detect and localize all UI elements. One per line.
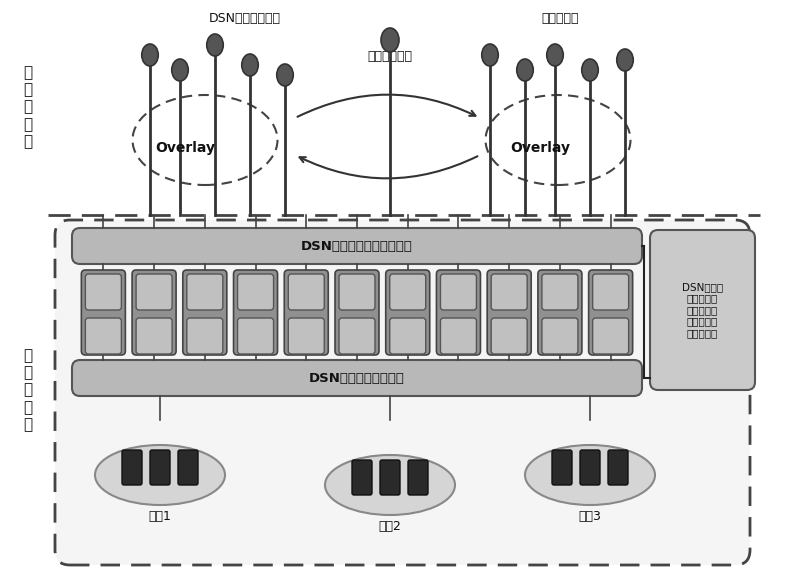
FancyBboxPatch shape <box>335 270 379 355</box>
Text: DSN分布式交换网: DSN分布式交换网 <box>209 12 281 25</box>
Text: 基
础
设
施
层: 基 础 设 施 层 <box>23 347 33 432</box>
FancyBboxPatch shape <box>339 274 375 310</box>
Text: DSN虚拟资源管理系统: DSN虚拟资源管理系统 <box>309 371 405 385</box>
Ellipse shape <box>546 44 563 66</box>
FancyBboxPatch shape <box>491 274 527 310</box>
FancyBboxPatch shape <box>55 220 750 565</box>
FancyBboxPatch shape <box>288 274 324 310</box>
Ellipse shape <box>482 44 498 66</box>
Ellipse shape <box>517 59 534 81</box>
FancyBboxPatch shape <box>390 318 426 354</box>
FancyBboxPatch shape <box>86 274 122 310</box>
FancyBboxPatch shape <box>234 270 278 355</box>
FancyBboxPatch shape <box>538 270 582 355</box>
FancyBboxPatch shape <box>390 274 426 310</box>
FancyBboxPatch shape <box>589 270 633 355</box>
FancyBboxPatch shape <box>608 450 628 485</box>
FancyBboxPatch shape <box>238 318 274 354</box>
FancyBboxPatch shape <box>441 318 477 354</box>
FancyBboxPatch shape <box>178 450 198 485</box>
Text: 站点3: 站点3 <box>578 510 602 523</box>
Ellipse shape <box>617 49 634 71</box>
Ellipse shape <box>206 34 223 56</box>
Ellipse shape <box>582 59 598 81</box>
FancyBboxPatch shape <box>487 270 531 355</box>
FancyBboxPatch shape <box>593 274 629 310</box>
Ellipse shape <box>242 54 258 76</box>
FancyBboxPatch shape <box>552 450 572 485</box>
FancyBboxPatch shape <box>136 274 172 310</box>
FancyBboxPatch shape <box>238 274 274 310</box>
Ellipse shape <box>525 445 655 505</box>
FancyBboxPatch shape <box>650 230 755 390</box>
FancyBboxPatch shape <box>183 270 227 355</box>
Text: 智能媒体路由: 智能媒体路由 <box>367 50 413 63</box>
Text: 站点1: 站点1 <box>149 510 171 523</box>
Text: DSN核心功能节点管理系统: DSN核心功能节点管理系统 <box>301 239 413 253</box>
Text: 内容交换网: 内容交换网 <box>542 12 578 25</box>
Ellipse shape <box>172 59 188 81</box>
FancyBboxPatch shape <box>187 318 223 354</box>
FancyBboxPatch shape <box>386 270 430 355</box>
FancyBboxPatch shape <box>408 460 428 495</box>
FancyBboxPatch shape <box>136 318 172 354</box>
FancyBboxPatch shape <box>187 274 223 310</box>
FancyBboxPatch shape <box>86 318 122 354</box>
Text: Overlay: Overlay <box>510 141 570 155</box>
Ellipse shape <box>95 445 225 505</box>
Text: 站点2: 站点2 <box>378 520 402 533</box>
Ellipse shape <box>142 44 158 66</box>
FancyBboxPatch shape <box>380 460 400 495</box>
FancyBboxPatch shape <box>339 318 375 354</box>
FancyBboxPatch shape <box>72 228 642 264</box>
FancyBboxPatch shape <box>437 270 481 355</box>
FancyBboxPatch shape <box>491 318 527 354</box>
Ellipse shape <box>325 455 455 515</box>
FancyBboxPatch shape <box>542 274 578 310</box>
FancyBboxPatch shape <box>122 450 142 485</box>
FancyBboxPatch shape <box>150 450 170 485</box>
Text: DSN核心功
能层负载均
衡与资源物
理层联合策
略调度策库: DSN核心功 能层负载均 衡与资源物 理层联合策 略调度策库 <box>682 282 723 338</box>
FancyBboxPatch shape <box>72 360 642 396</box>
Text: 核
心
功
能
层: 核 心 功 能 层 <box>23 64 33 149</box>
Ellipse shape <box>277 64 294 86</box>
FancyBboxPatch shape <box>288 318 324 354</box>
FancyBboxPatch shape <box>593 318 629 354</box>
FancyBboxPatch shape <box>542 318 578 354</box>
FancyBboxPatch shape <box>132 270 176 355</box>
FancyBboxPatch shape <box>352 460 372 495</box>
Text: Overlay: Overlay <box>155 141 215 155</box>
FancyBboxPatch shape <box>441 274 477 310</box>
FancyBboxPatch shape <box>580 450 600 485</box>
FancyBboxPatch shape <box>284 270 328 355</box>
Ellipse shape <box>381 28 399 52</box>
FancyBboxPatch shape <box>82 270 126 355</box>
